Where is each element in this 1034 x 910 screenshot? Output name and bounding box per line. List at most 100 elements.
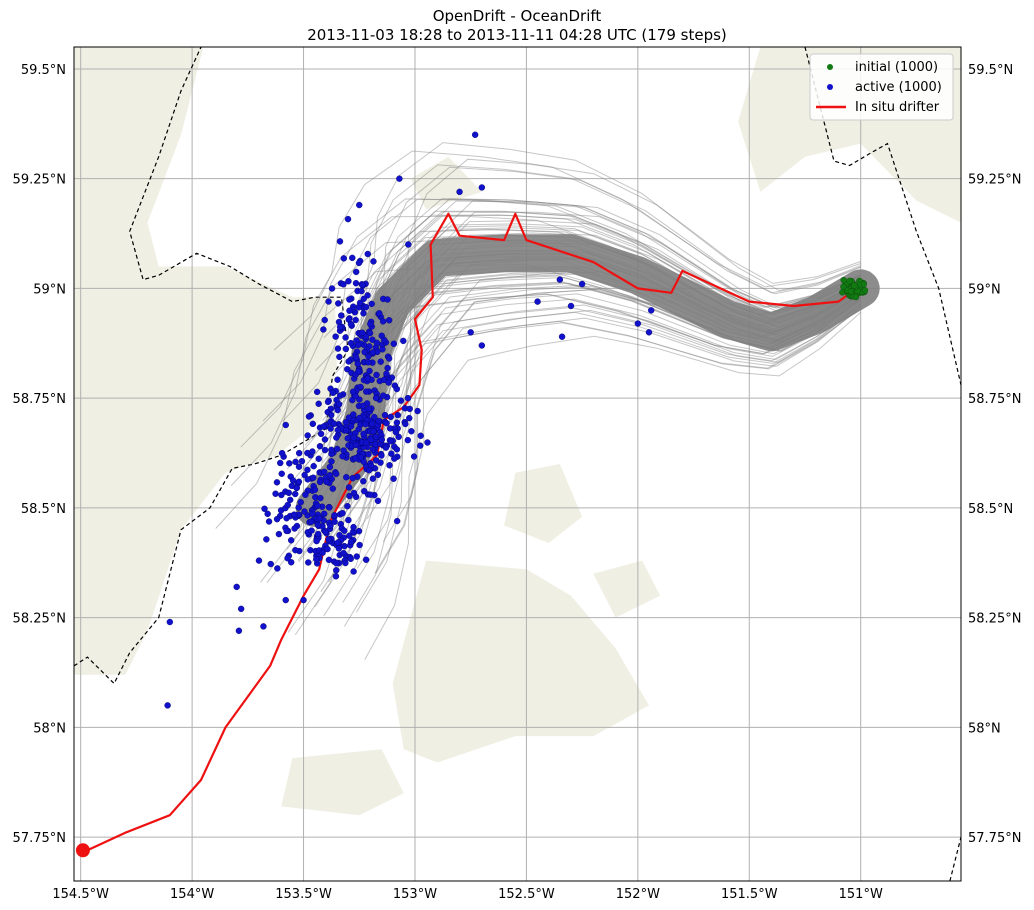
active-particle xyxy=(380,392,387,399)
active-particle xyxy=(283,515,290,522)
active-particle xyxy=(362,333,370,340)
active-particle xyxy=(356,541,363,549)
lon-tick-label: 152.5°W xyxy=(498,887,555,902)
active-particle xyxy=(397,397,405,404)
active-particle xyxy=(323,478,330,486)
active-particle xyxy=(381,411,389,419)
active-particle xyxy=(369,475,377,482)
active-particle xyxy=(353,553,360,560)
active-particle xyxy=(408,428,415,435)
active-particle xyxy=(304,432,311,439)
active-particle xyxy=(345,484,353,491)
active-particle xyxy=(350,489,358,497)
active-particle xyxy=(334,539,342,546)
trajectory-line-50 xyxy=(374,211,861,442)
legend-marker-initial xyxy=(827,64,833,70)
active-particle xyxy=(336,392,344,399)
active-particle xyxy=(319,549,326,556)
active-particle xyxy=(387,438,395,445)
lat-tick-label-left: 57.75°N xyxy=(13,831,66,846)
active-particle xyxy=(347,423,355,430)
active-particle xyxy=(392,428,400,436)
active-particle xyxy=(368,300,375,308)
active-particle xyxy=(340,281,347,288)
active-particle xyxy=(302,491,309,498)
trajectory-line-41 xyxy=(310,249,861,504)
active-particle xyxy=(335,545,343,552)
lat-tick-label-left: 58.5°N xyxy=(21,502,66,517)
active-particle xyxy=(335,300,342,307)
active-particle xyxy=(350,523,357,531)
active-particle xyxy=(345,358,352,365)
initial-particle xyxy=(840,276,847,284)
active-particle xyxy=(356,299,364,307)
active-particle xyxy=(355,527,363,535)
active-particle xyxy=(355,259,363,267)
active-particle xyxy=(326,471,334,479)
lat-tick-label-right: 58.5°N xyxy=(968,502,1013,517)
active-particle xyxy=(325,536,332,543)
active-particle xyxy=(369,349,376,356)
active-particle xyxy=(347,339,355,347)
lat-tick-label-right: 59.25°N xyxy=(968,173,1021,188)
active-particle xyxy=(374,471,382,479)
active-particle xyxy=(369,446,377,453)
active-particle xyxy=(320,326,327,333)
active-particle xyxy=(277,459,284,467)
active-particle xyxy=(365,405,373,412)
active-particle xyxy=(237,605,245,613)
active-particle xyxy=(394,411,401,419)
legend-label-initial: initial (1000) xyxy=(855,60,938,75)
active-particle xyxy=(273,515,281,523)
active-particle xyxy=(344,215,352,223)
lat-tick-label-right: 58°N xyxy=(968,721,1001,736)
active-particle xyxy=(393,419,401,426)
active-particle xyxy=(307,518,315,526)
active-particle xyxy=(317,494,324,502)
lat-tick-label-left: 58°N xyxy=(33,721,66,736)
active-particle xyxy=(359,281,366,289)
active-particle xyxy=(336,238,344,245)
active-particle xyxy=(390,340,398,347)
active-particle xyxy=(346,296,353,303)
active-particle xyxy=(358,329,366,336)
active-particle xyxy=(393,446,401,453)
active-particle xyxy=(648,307,655,314)
active-particle xyxy=(370,258,377,265)
land-area-2 xyxy=(392,560,649,763)
trajectory-line-49 xyxy=(343,306,862,627)
trajectory-line-31 xyxy=(294,308,861,636)
active-particle xyxy=(352,441,360,449)
active-particle xyxy=(366,367,373,375)
trajectory-line-47 xyxy=(374,288,862,574)
active-particle xyxy=(233,583,240,591)
active-particle xyxy=(287,496,294,504)
tick-layer: 154.5°W 154°W 153.5°W 153°W 152.5°W 152°W 151.… xyxy=(13,63,1022,902)
active-particle xyxy=(295,463,303,470)
active-particle xyxy=(286,460,293,467)
trajectory-line-37 xyxy=(329,227,861,467)
active-particle xyxy=(328,285,336,292)
active-particle xyxy=(301,471,308,479)
active-particle xyxy=(381,336,388,344)
active-particle xyxy=(467,329,474,336)
trajectory-line-3 xyxy=(344,200,861,425)
active-particle xyxy=(325,298,332,305)
trajectory-line-65 xyxy=(286,275,861,550)
active-particle xyxy=(284,554,291,562)
initial-particle xyxy=(861,287,869,294)
legend-label-drifter: In situ drifter xyxy=(855,100,940,115)
active-particle xyxy=(578,280,586,288)
active-particle xyxy=(350,411,357,418)
active-particle xyxy=(371,413,378,421)
trajectory-line-63 xyxy=(342,303,862,603)
active-particle xyxy=(334,445,341,453)
active-particle xyxy=(309,420,317,428)
active-particle xyxy=(316,443,324,450)
active-particle xyxy=(336,353,343,361)
lat-tick-label-right: 59.5°N xyxy=(968,63,1013,78)
active-particle xyxy=(328,446,335,454)
active-particle xyxy=(265,518,273,525)
active-particle xyxy=(301,508,308,515)
active-particle xyxy=(327,405,335,413)
